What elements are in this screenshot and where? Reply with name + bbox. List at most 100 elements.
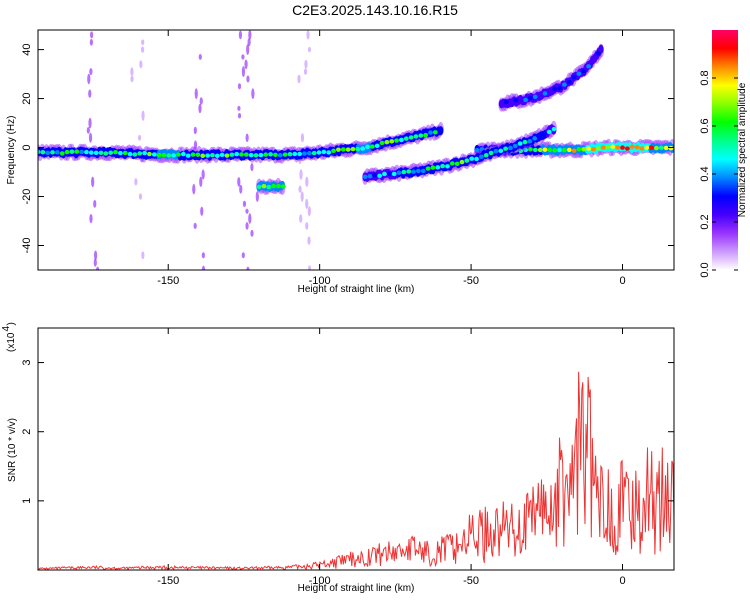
- noise-blob: [199, 97, 203, 105]
- x-tick-label: 0: [619, 275, 625, 287]
- snr-x-ticks: -150 -100 -50 0: [157, 328, 626, 587]
- spectrogram-peak: [292, 151, 298, 157]
- spectrogram-peak: [276, 183, 281, 189]
- snr-series-line: [38, 371, 674, 570]
- spectrogram-peak: [248, 152, 254, 158]
- spectrogram-peak: [591, 146, 596, 152]
- noise-blob: [89, 68, 93, 76]
- noise-blob: [299, 214, 303, 223]
- noise-blob: [198, 103, 202, 114]
- y-tick-label: 1: [21, 498, 33, 504]
- noise-blob: [307, 46, 312, 53]
- spectrogram-peak: [108, 150, 114, 155]
- spectrogram-peak: [336, 147, 341, 152]
- spectrogram-peak: [84, 149, 89, 155]
- x-tick-label: -100: [309, 275, 331, 287]
- noise-blob: [192, 183, 196, 195]
- spectrogram-peak: [561, 148, 567, 153]
- colorbar: 0.0 0.2 0.4 0.6 0.8 Normalized spectral ampl…: [699, 30, 748, 278]
- spectrogram-peak: [493, 149, 499, 154]
- noise-blob: [88, 117, 92, 129]
- noise-blob: [241, 54, 245, 60]
- spectrogram-peak: [532, 147, 538, 153]
- spectrogram-peak: [449, 161, 455, 166]
- noise-blob: [199, 176, 203, 188]
- spectrogram-peak: [377, 173, 383, 179]
- spectrogram-peak: [408, 135, 414, 140]
- noise-blob: [237, 177, 241, 187]
- spectrogram-peak: [459, 159, 465, 165]
- spectrogram-peak: [527, 139, 533, 144]
- spectrogram-peak: [117, 150, 123, 156]
- spectrogram-peak: [345, 147, 351, 152]
- x-tick-label: -50: [463, 575, 479, 587]
- spectrogram-peak: [214, 153, 220, 159]
- spectrogram-peak: [512, 143, 518, 149]
- spectrogram-peak: [406, 169, 412, 174]
- spectrogram-peak: [103, 151, 109, 156]
- snr-frame: [37, 327, 675, 571]
- noise-blob: [201, 252, 205, 259]
- spectrogram-peak: [413, 134, 419, 139]
- spectrogram-peak: [620, 145, 625, 150]
- spectrogram-peak: [586, 64, 591, 69]
- spectrogram-peak: [360, 146, 366, 151]
- spectrogram-peak: [271, 183, 277, 189]
- spectrogram-peak: [571, 148, 577, 153]
- spectrogram-peak: [166, 153, 172, 158]
- spectrogram-peak: [537, 134, 542, 140]
- spectrogram-peak: [59, 151, 65, 156]
- noise-blob: [194, 88, 198, 100]
- spectrogram-peak: [440, 163, 446, 169]
- spectrogram-peak: [581, 69, 587, 74]
- spectrogram-peak: [639, 146, 645, 151]
- spectrogram-peak: [415, 168, 421, 174]
- spectrogram-peak: [532, 94, 538, 100]
- colorbar-tick-label: 0.8: [699, 70, 711, 85]
- noise-blob: [93, 258, 97, 267]
- noise-blob: [86, 127, 90, 134]
- noise-blob: [307, 206, 311, 217]
- spectrogram-peak: [88, 150, 94, 155]
- spectrogram-peak: [282, 152, 288, 157]
- spectrogram-peak: [435, 165, 441, 170]
- spectrogram-peak: [464, 158, 470, 163]
- y-tick-label: 40: [21, 43, 33, 55]
- snr-scale-label: (x10 4): [1, 322, 17, 352]
- spectrogram-peak: [425, 166, 431, 171]
- spectrogram-peak: [331, 148, 336, 154]
- noise-blob: [96, 266, 100, 270]
- spectrogram-peak: [600, 145, 606, 150]
- x-tick-label: -150: [157, 275, 179, 287]
- spectrogram-peak: [229, 152, 235, 157]
- noise-blob: [297, 74, 301, 84]
- spectrogram-peak: [624, 146, 630, 151]
- snr-x-label: Height of straight line (km): [298, 583, 415, 594]
- noise-blob: [242, 200, 247, 207]
- y-tick-label: 3: [21, 360, 33, 366]
- spectrogram-peak: [552, 148, 558, 153]
- noise-blob: [193, 222, 197, 230]
- snr-scale-close: ): [6, 322, 17, 325]
- spectrogram-peak: [64, 149, 70, 155]
- spectrogram-peak: [591, 58, 596, 63]
- spectrogram-peak: [256, 184, 262, 190]
- spectrogram-panel: -150 -100 -50 0 -40 -20 0 20 40 Height of strai…: [6, 29, 675, 295]
- chart-title: C2E3.2025.143.10.16.R15: [292, 2, 458, 18]
- spectrogram-peak: [386, 171, 392, 177]
- noise-blob: [193, 126, 197, 135]
- spectrogram-peak: [268, 152, 273, 157]
- spectrogram-peak: [532, 136, 538, 141]
- spectrogram-peak: [171, 153, 177, 158]
- spectrogram-peak: [498, 148, 504, 154]
- spectrogram-peak: [522, 139, 528, 145]
- noise-blob: [255, 191, 259, 202]
- spectrogram-peak: [542, 91, 548, 96]
- spectrogram-cell: [598, 44, 604, 54]
- noise-blob: [130, 67, 134, 76]
- spectrogram-peak: [137, 151, 143, 156]
- spectrogram-peak: [649, 145, 654, 150]
- spectrogram-peak: [423, 132, 429, 138]
- noise-blob: [137, 134, 142, 141]
